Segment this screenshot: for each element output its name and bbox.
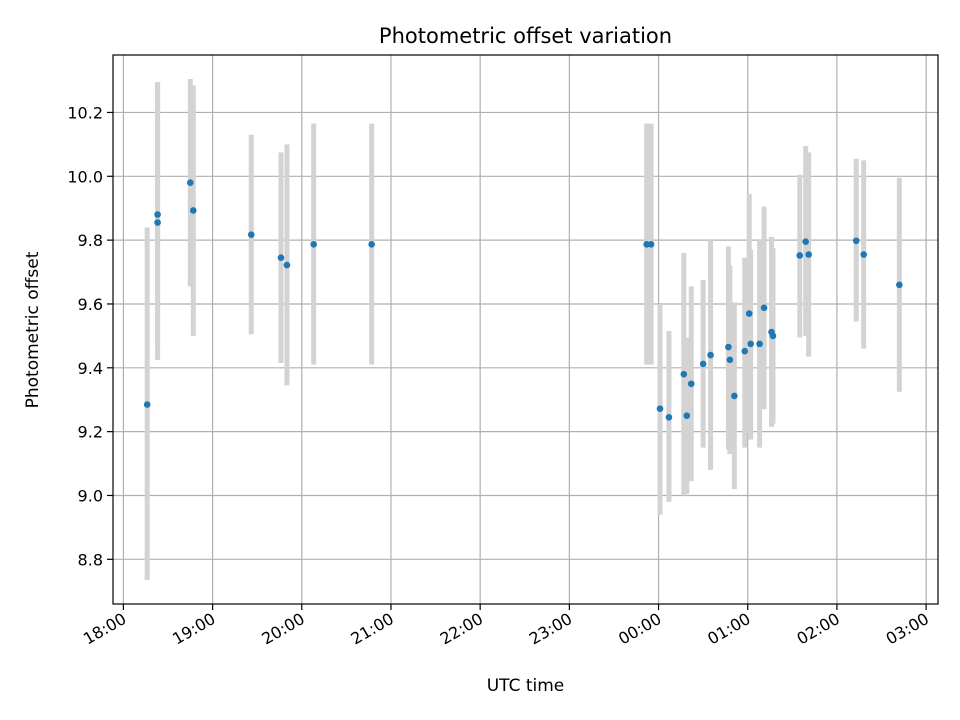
x-tick-label: 20:00 (258, 609, 307, 649)
y-tick-label: 9.2 (78, 423, 103, 442)
chart-title: Photometric offset variation (379, 24, 672, 48)
data-point (760, 304, 768, 312)
x-tick-label: 21:00 (348, 609, 397, 649)
x-axis-ticks: 18:00 19:00 20:00 21:00 22:00 23:00 00:00 01:00… (80, 604, 932, 649)
data-point (747, 340, 755, 348)
y-tick-label: 9.8 (78, 231, 103, 250)
data-point (680, 370, 688, 378)
data-point (189, 207, 197, 214)
x-axis-label: UTC time (487, 676, 565, 696)
data-point (368, 240, 375, 248)
data-point (726, 356, 734, 364)
data-point (860, 251, 867, 258)
data-points (143, 179, 903, 421)
y-tick-label: 9.4 (78, 359, 103, 378)
data-point (154, 219, 161, 226)
data-point (707, 351, 714, 359)
y-axis-ticks: 8.8 9.0 9.2 9.4 9.6 9.8 10.0 10.2 (67, 103, 113, 569)
data-point (283, 261, 291, 269)
x-tick-label: 01:00 (704, 609, 753, 649)
data-point (647, 240, 655, 248)
y-tick-label: 8.8 (78, 550, 103, 569)
data-point (741, 347, 749, 355)
data-point (143, 401, 151, 408)
data-point (725, 343, 732, 351)
data-point (731, 392, 738, 400)
data-point (796, 252, 804, 259)
data-point (896, 281, 903, 289)
data-point (247, 231, 255, 239)
data-point (310, 240, 317, 248)
y-tick-label: 9.6 (78, 295, 103, 314)
data-point (683, 412, 691, 419)
data-point (154, 211, 161, 218)
data-point (805, 251, 812, 258)
data-point (745, 310, 753, 317)
data-point (769, 332, 777, 340)
data-point (665, 413, 673, 421)
error-bars (144, 78, 902, 581)
x-tick-label: 23:00 (526, 609, 575, 649)
x-tick-label: 19:00 (169, 609, 218, 649)
y-tick-label: 9.0 (78, 486, 103, 505)
y-tick-label: 10.0 (67, 167, 103, 186)
plot-frame (112, 54, 939, 605)
x-tick-label: 02:00 (793, 609, 842, 649)
data-point (756, 340, 763, 348)
data-point (186, 179, 194, 186)
x-tick-label: 18:00 (80, 609, 129, 649)
x-tick-label: 03:00 (883, 609, 932, 649)
data-point (802, 238, 810, 246)
data-point (699, 360, 707, 368)
data-point (687, 380, 695, 388)
grid (113, 55, 938, 604)
x-tick-label: 00:00 (615, 609, 664, 649)
y-axis-label: Photometric offset (23, 251, 43, 408)
y-tick-label: 10.2 (67, 103, 103, 122)
data-point (656, 405, 664, 412)
data-point (852, 237, 860, 245)
data-point (277, 254, 285, 261)
x-tick-label: 22:00 (437, 609, 486, 649)
